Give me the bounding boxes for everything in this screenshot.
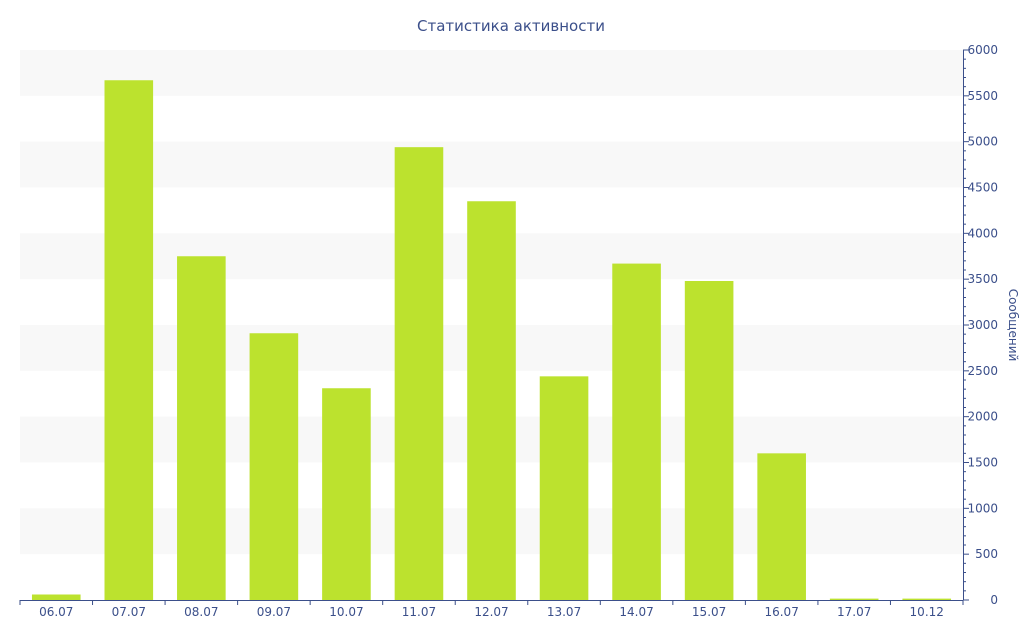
bar [31,594,81,600]
y-tick-label: 2500 [967,364,998,378]
bar [612,263,661,600]
y-tick-label: 5000 [967,135,998,149]
x-tick-label: 07.07 [112,605,146,619]
y-tick-label: 1000 [967,501,998,515]
y-tick-label: 3000 [967,318,998,332]
x-tick-label: 10.07 [329,605,363,619]
y-tick-label: 6000 [967,43,998,57]
axes [19,49,969,605]
x-tick-labels: 06.07 07.07 08.07 09.07 10.07 11.07 12.07 13.07… [39,605,944,619]
bar [177,256,226,600]
bar [539,376,589,600]
x-tick-label: 09.07 [257,605,291,619]
chart-title: Статистика активности [417,17,605,35]
x-tick-label: 10.12 [910,605,944,619]
bar [249,333,299,600]
y-tick-labels: 0 500 1000 1500 2000 2500 3000 3500 4000 4500 5000… [967,43,998,607]
bars [31,80,952,600]
y-tick-label: 3500 [967,272,998,286]
x-tick-label: 06.07 [39,605,73,619]
bar [394,147,444,600]
x-tick-label: 12.07 [474,605,508,619]
x-tick-label: 17.07 [837,605,871,619]
bar [104,80,154,600]
x-tick-label: 14.07 [619,605,653,619]
y-tick-label: 2000 [967,410,998,424]
grid-band [20,141,963,188]
y-tick-label: 4500 [967,181,998,195]
x-tick-label: 08.07 [184,605,218,619]
bar [829,598,879,600]
bar [467,201,516,600]
x-tick-label: 13.07 [547,605,581,619]
x-tick-label: 15.07 [692,605,726,619]
bar [322,388,371,600]
y-tick-label: 1500 [967,456,998,470]
grid-band [20,50,963,96]
x-tick-label: 16.07 [764,605,798,619]
bar [684,281,734,600]
y-tick-label: 0 [990,593,998,607]
y-tick-label: 500 [975,547,998,561]
bar [757,453,806,600]
y-axis-label: Сообщений [1006,289,1020,362]
y-tick-label: 5500 [967,89,998,103]
bar [902,598,952,600]
y-tick-label: 4000 [967,226,998,240]
x-tick-label: 11.07 [402,605,436,619]
